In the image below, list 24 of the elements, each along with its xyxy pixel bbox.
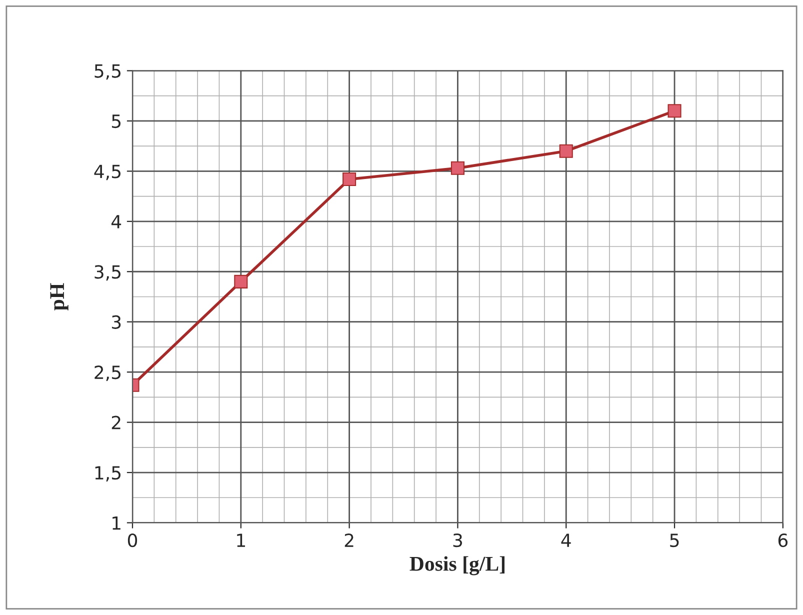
y-tick-label: 2,5 bbox=[94, 366, 120, 382]
x-tick-label: 6 bbox=[778, 533, 788, 548]
y-tick-label: 4,5 bbox=[94, 164, 120, 180]
y-tick-label: 1,5 bbox=[95, 466, 120, 482]
x-tick-label: 5 bbox=[670, 534, 679, 548]
y-tick-label: 4 bbox=[111, 215, 122, 228]
point bbox=[342, 172, 356, 186]
x-tick-label: 4 bbox=[561, 534, 571, 547]
point bbox=[668, 104, 682, 118]
x-axis-title: Dosis [g/L] bbox=[410, 556, 504, 576]
point bbox=[450, 161, 464, 175]
point bbox=[234, 274, 248, 288]
y-tick-label: 5 bbox=[112, 114, 120, 128]
y-tick-label: 3,5 bbox=[94, 265, 120, 281]
y-tick-label: 5,5 bbox=[94, 64, 120, 80]
y-tick-label: 3 bbox=[112, 315, 121, 329]
y-tick-label: 1 bbox=[112, 516, 120, 530]
point bbox=[559, 144, 573, 158]
x-tick-label: 0 bbox=[128, 533, 138, 548]
x-tick-label: 3 bbox=[453, 533, 462, 548]
x-tick-label: 1 bbox=[237, 534, 245, 547]
x-tick-label: 2 bbox=[344, 533, 354, 547]
y-tick-label: 2 bbox=[112, 416, 120, 430]
y-axis-title: pH bbox=[50, 283, 68, 310]
